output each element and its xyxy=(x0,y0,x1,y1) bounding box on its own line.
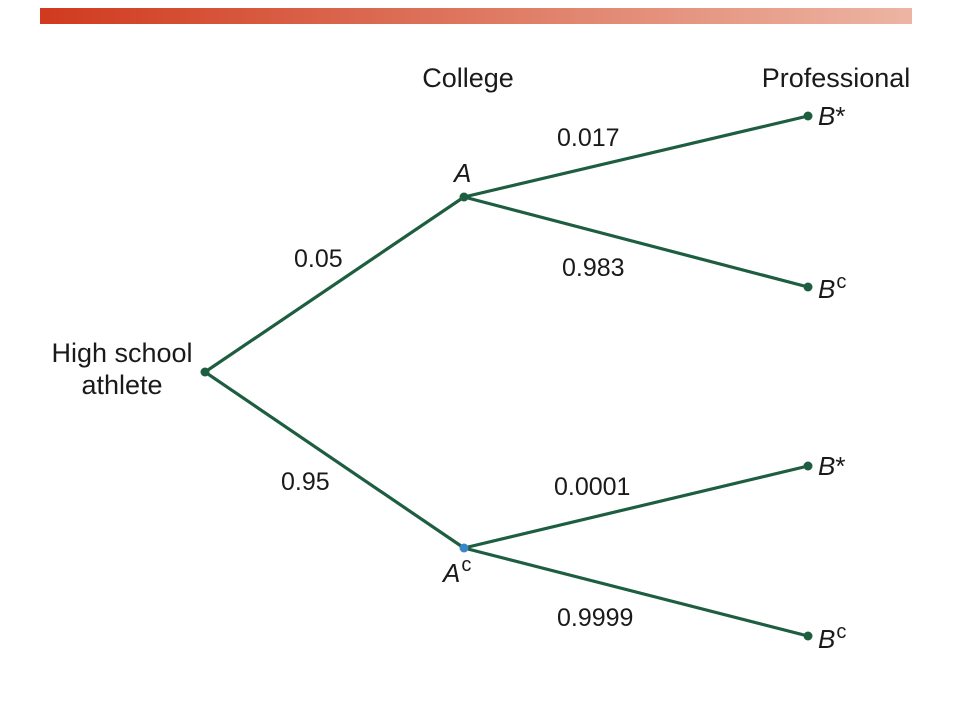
node-a xyxy=(459,192,469,202)
leaf-node-2 xyxy=(803,282,813,292)
title-decoration-bar xyxy=(40,8,912,24)
edge-ac-to-b-c xyxy=(463,546,809,638)
edge-a-to-b-c xyxy=(463,195,809,289)
leaf-label-3: B* xyxy=(818,451,845,481)
leaf-label-2: Bc xyxy=(818,271,846,304)
prob-root-to-a: 0.05 xyxy=(294,245,343,273)
event-label-a-complement: Ac xyxy=(441,554,471,588)
leaf-label-1: B* xyxy=(818,101,845,131)
prob-ac-to-b4: 0.9999 xyxy=(557,604,633,632)
leaf-node-3 xyxy=(803,461,813,471)
edge-ac-to-b-star xyxy=(463,464,809,550)
root-label-line2: athlete xyxy=(81,370,162,400)
leaf-node-4 xyxy=(803,631,813,641)
root-label-line1: High school xyxy=(51,338,192,368)
prob-ac-to-b3: 0.0001 xyxy=(554,473,630,501)
professional-header: Professional xyxy=(762,63,911,93)
college-header: College xyxy=(422,63,514,93)
edge-a-to-b-star xyxy=(463,114,809,199)
edge-root-to-ac xyxy=(204,370,465,550)
root-node xyxy=(200,367,210,377)
prob-root-to-ac: 0.95 xyxy=(281,468,330,496)
node-a-complement xyxy=(459,543,469,553)
leaf-label-4: Bc xyxy=(818,621,846,654)
prob-a-to-b1: 0.017 xyxy=(557,124,620,152)
event-label-a: A xyxy=(452,158,471,188)
prob-a-to-b2: 0.983 xyxy=(562,254,625,282)
edge-root-to-a xyxy=(204,195,465,374)
leaf-node-1 xyxy=(803,111,813,121)
